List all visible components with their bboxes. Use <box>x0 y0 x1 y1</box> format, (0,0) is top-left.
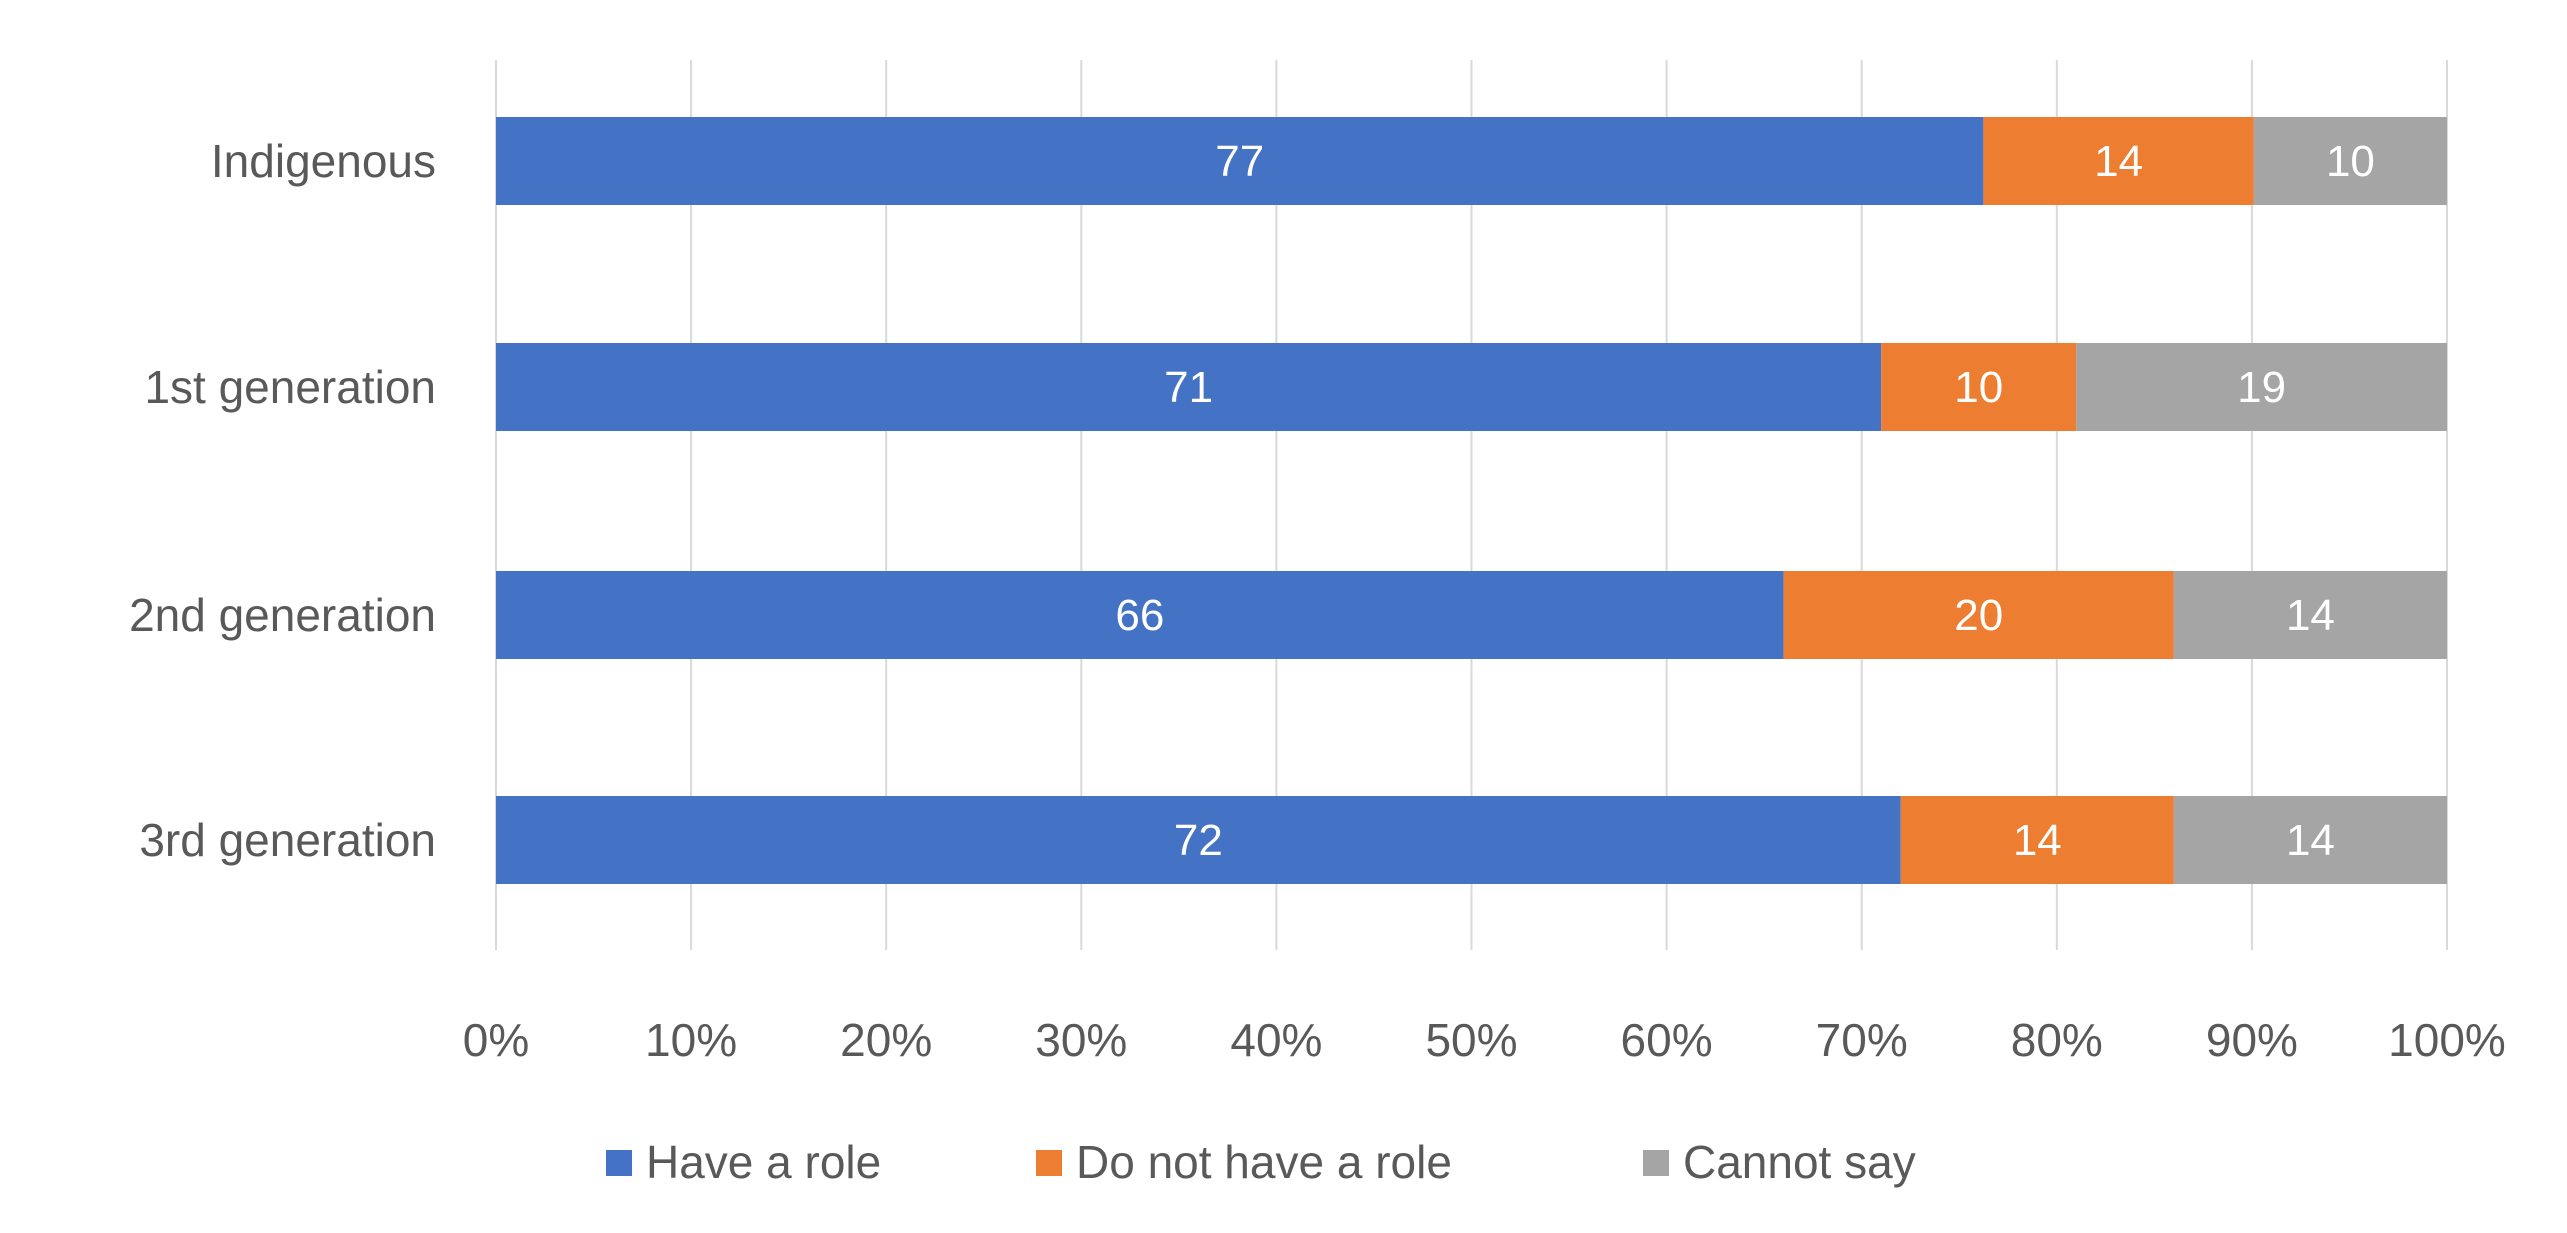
bar-segment <box>496 571 1784 659</box>
bar-segment <box>1783 571 2174 659</box>
bar-segment <box>2253 117 2447 205</box>
bar-segment <box>496 343 1882 431</box>
data-label: 14 <box>2094 137 2143 186</box>
bar-segment <box>496 796 1901 884</box>
x-tick-label: 40% <box>1230 1014 1322 1066</box>
legend-item: Cannot say <box>1643 1136 1916 1188</box>
x-tick-label: 50% <box>1425 1014 1517 1066</box>
bars: 77 14 10 71 10 19 66 20 14 72 14 14 <box>496 117 2447 884</box>
bar-segment <box>2173 796 2447 884</box>
data-label: 72 <box>1174 816 1223 865</box>
x-tick-label: 30% <box>1035 1014 1127 1066</box>
legend: Have a role Do not have a role Cannot say <box>606 1136 1916 1188</box>
category-label: 3rd generation <box>139 814 436 866</box>
x-tick-label: 100% <box>2388 1014 2506 1066</box>
data-label: 10 <box>1954 363 2003 412</box>
data-label: 14 <box>2286 591 2335 640</box>
data-label: 14 <box>2286 816 2335 865</box>
category-label: 1st generation <box>144 361 436 413</box>
category-label: Indigenous <box>211 135 436 187</box>
legend-swatch <box>1643 1150 1669 1176</box>
data-label: 19 <box>2237 363 2286 412</box>
data-label: 71 <box>1164 363 1213 412</box>
legend-item: Have a role <box>606 1136 881 1188</box>
x-tick-label: 80% <box>2011 1014 2103 1066</box>
bar-segment <box>2173 571 2447 659</box>
bar-segment <box>1881 343 2077 431</box>
bar-segment <box>1900 796 2174 884</box>
bar-segment <box>496 117 1984 205</box>
data-label: 10 <box>2326 137 2375 186</box>
bar-segment <box>2076 343 2447 431</box>
legend-label: Do not have a role <box>1076 1136 1452 1188</box>
data-label: 20 <box>1954 591 2003 640</box>
x-tick-label: 10% <box>645 1014 737 1066</box>
legend-item: Do not have a role <box>1036 1136 1452 1188</box>
data-label: 14 <box>2013 816 2062 865</box>
x-tick-label: 60% <box>1621 1014 1713 1066</box>
bar-segment <box>1983 117 2254 205</box>
legend-swatch <box>1036 1150 1062 1176</box>
category-labels: Indigenous 1st generation 2nd generation 3r… <box>129 135 436 866</box>
legend-label: Have a role <box>646 1136 881 1188</box>
data-label: 66 <box>1115 591 1164 640</box>
legend-label: Cannot say <box>1683 1136 1916 1188</box>
x-tick-label: 20% <box>840 1014 932 1066</box>
x-tick-label: 70% <box>1816 1014 1908 1066</box>
x-tick-label: 90% <box>2206 1014 2298 1066</box>
legend-swatch <box>606 1150 632 1176</box>
category-label: 2nd generation <box>129 589 436 641</box>
x-axis-ticks: 0% 10% 20% 30% 40% 50% 60% 70% 80% 90% 100% <box>463 1014 2506 1066</box>
x-tick-label: 0% <box>463 1014 529 1066</box>
data-label: 77 <box>1215 137 1264 186</box>
